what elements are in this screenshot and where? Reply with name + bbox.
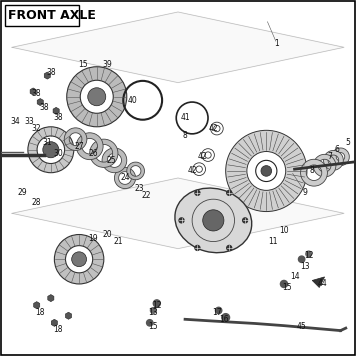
Text: 25: 25 [106, 156, 116, 165]
Text: 13: 13 [300, 262, 310, 271]
Circle shape [195, 190, 200, 195]
Text: 15: 15 [78, 61, 88, 69]
Circle shape [147, 320, 153, 326]
Text: FRONT AXLE: FRONT AXLE [9, 9, 96, 22]
Text: 38: 38 [46, 68, 56, 77]
Wedge shape [114, 167, 136, 189]
Text: 24: 24 [120, 173, 130, 183]
Circle shape [88, 88, 106, 106]
Circle shape [227, 245, 232, 250]
Circle shape [203, 210, 224, 231]
Ellipse shape [175, 188, 252, 253]
Wedge shape [90, 139, 118, 167]
Circle shape [43, 142, 59, 158]
Text: 42: 42 [198, 152, 208, 161]
Wedge shape [67, 67, 127, 127]
Circle shape [72, 252, 87, 267]
Wedge shape [300, 159, 328, 186]
Text: 9: 9 [303, 188, 308, 197]
Text: 38: 38 [39, 103, 48, 112]
Text: 21: 21 [113, 237, 123, 246]
Text: 44: 44 [318, 279, 328, 288]
Polygon shape [312, 277, 325, 288]
Text: 18: 18 [53, 325, 63, 334]
Polygon shape [34, 302, 40, 309]
Text: 12: 12 [152, 301, 162, 310]
Text: 1: 1 [274, 39, 279, 48]
Circle shape [222, 314, 230, 321]
Text: 23: 23 [134, 184, 144, 193]
Wedge shape [313, 155, 336, 177]
Wedge shape [127, 162, 145, 180]
Wedge shape [28, 127, 74, 173]
Wedge shape [76, 133, 103, 159]
Text: 34: 34 [11, 117, 20, 126]
Text: 8: 8 [310, 167, 315, 176]
Text: 5: 5 [345, 138, 350, 147]
Text: 33: 33 [25, 117, 35, 126]
Circle shape [298, 256, 305, 262]
Text: 15: 15 [148, 322, 158, 331]
Wedge shape [332, 148, 349, 166]
Polygon shape [12, 12, 344, 83]
Text: 45: 45 [297, 322, 307, 331]
Polygon shape [51, 319, 57, 326]
Circle shape [195, 245, 200, 250]
Wedge shape [324, 151, 343, 170]
Wedge shape [54, 235, 104, 284]
Circle shape [243, 218, 247, 223]
Text: 22: 22 [141, 191, 151, 200]
Text: 29: 29 [18, 188, 27, 197]
Text: 15: 15 [283, 283, 292, 292]
Text: 17: 17 [212, 308, 222, 317]
Text: 18: 18 [36, 308, 45, 317]
Text: 31: 31 [42, 138, 52, 147]
Text: 38: 38 [32, 89, 42, 98]
Circle shape [261, 166, 272, 176]
Text: 8: 8 [183, 131, 188, 140]
Wedge shape [64, 128, 87, 151]
Text: 42: 42 [187, 167, 197, 176]
Text: 40: 40 [127, 96, 137, 105]
Polygon shape [37, 99, 43, 106]
Circle shape [281, 281, 288, 288]
Text: 10: 10 [279, 226, 289, 235]
Polygon shape [30, 88, 36, 95]
FancyBboxPatch shape [5, 5, 79, 26]
Text: 12: 12 [304, 251, 313, 260]
Polygon shape [12, 178, 344, 248]
Circle shape [179, 218, 184, 223]
Circle shape [151, 308, 156, 313]
Polygon shape [53, 108, 59, 114]
Text: 41: 41 [180, 114, 190, 122]
Text: 6: 6 [335, 145, 339, 154]
Polygon shape [66, 312, 72, 319]
Text: 16: 16 [219, 315, 229, 324]
Text: 19: 19 [88, 234, 98, 242]
Circle shape [153, 300, 160, 307]
Text: 27: 27 [74, 142, 84, 151]
Text: 42: 42 [209, 124, 218, 133]
Text: 20: 20 [103, 230, 112, 239]
Polygon shape [44, 72, 50, 79]
Text: 14: 14 [290, 272, 299, 281]
Wedge shape [226, 130, 307, 211]
Circle shape [227, 190, 232, 195]
Text: 7: 7 [328, 152, 332, 161]
Text: 30: 30 [53, 149, 63, 158]
Text: 26: 26 [88, 149, 98, 158]
Text: 11: 11 [269, 237, 278, 246]
Text: 32: 32 [32, 124, 42, 133]
Text: 13: 13 [148, 308, 158, 317]
Circle shape [306, 251, 312, 257]
Wedge shape [102, 148, 127, 173]
Polygon shape [48, 294, 54, 302]
Text: 38: 38 [53, 114, 63, 122]
Text: 28: 28 [32, 198, 41, 207]
Text: 39: 39 [103, 61, 112, 69]
Circle shape [215, 307, 222, 314]
